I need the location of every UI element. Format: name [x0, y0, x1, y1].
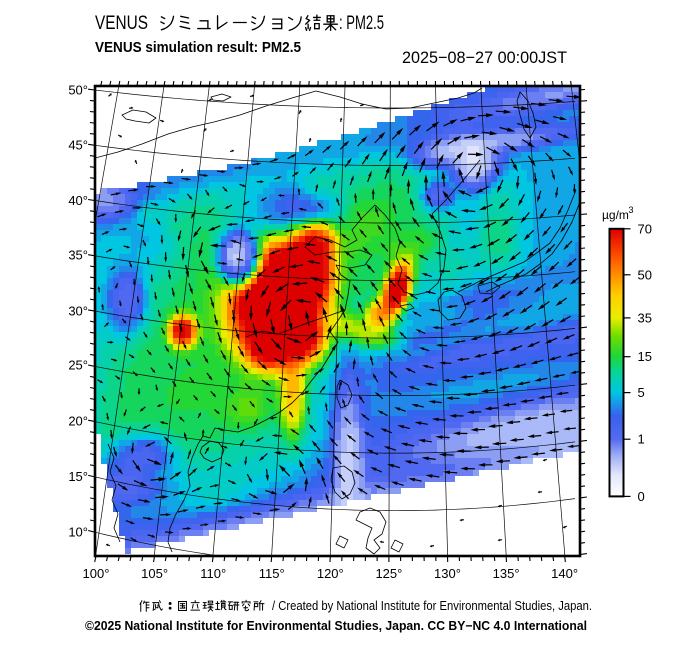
svg-text:0: 0 — [638, 489, 645, 504]
svg-text:30°: 30° — [68, 303, 88, 318]
svg-text:115°: 115° — [259, 566, 285, 581]
svg-text:35: 35 — [638, 310, 652, 325]
svg-text:/ Created by National Institut: / Created by National Institute for Envi… — [272, 599, 592, 613]
svg-text:25°: 25° — [68, 357, 88, 372]
svg-text:: PM2.5: : PM2.5 — [339, 13, 384, 34]
svg-text:130°: 130° — [434, 566, 461, 581]
svg-text:125°: 125° — [375, 566, 402, 581]
svg-text:15: 15 — [638, 349, 652, 364]
svg-text:µg/m: µg/m — [602, 208, 629, 222]
svg-text:1: 1 — [638, 432, 645, 447]
svg-text:140°: 140° — [551, 566, 578, 581]
svg-text:50: 50 — [638, 267, 652, 282]
svg-text:135°: 135° — [493, 566, 520, 581]
svg-text:2025−08−27 00:00JST: 2025−08−27 00:00JST — [402, 48, 567, 67]
svg-text:VENUS: VENUS — [95, 13, 148, 34]
svg-text:100°: 100° — [83, 566, 110, 581]
svg-text:105°: 105° — [141, 566, 168, 581]
svg-text:70: 70 — [638, 221, 652, 236]
svg-text:40°: 40° — [68, 193, 88, 208]
svg-text:110°: 110° — [200, 566, 226, 581]
svg-text:20°: 20° — [68, 414, 88, 429]
svg-text:©2025 National Institute for E: ©2025 National Institute for Environment… — [85, 619, 587, 633]
svg-text:5: 5 — [638, 385, 645, 400]
svg-text:VENUS simulation result: PM2.5: VENUS simulation result: PM2.5 — [95, 39, 301, 56]
svg-text:120°: 120° — [317, 566, 344, 581]
svg-text:15°: 15° — [68, 469, 88, 484]
svg-text:10°: 10° — [68, 525, 88, 540]
svg-text:50°: 50° — [68, 83, 88, 98]
svg-text:3: 3 — [629, 205, 634, 215]
svg-text:45°: 45° — [68, 138, 88, 153]
svg-text:35°: 35° — [68, 248, 88, 263]
